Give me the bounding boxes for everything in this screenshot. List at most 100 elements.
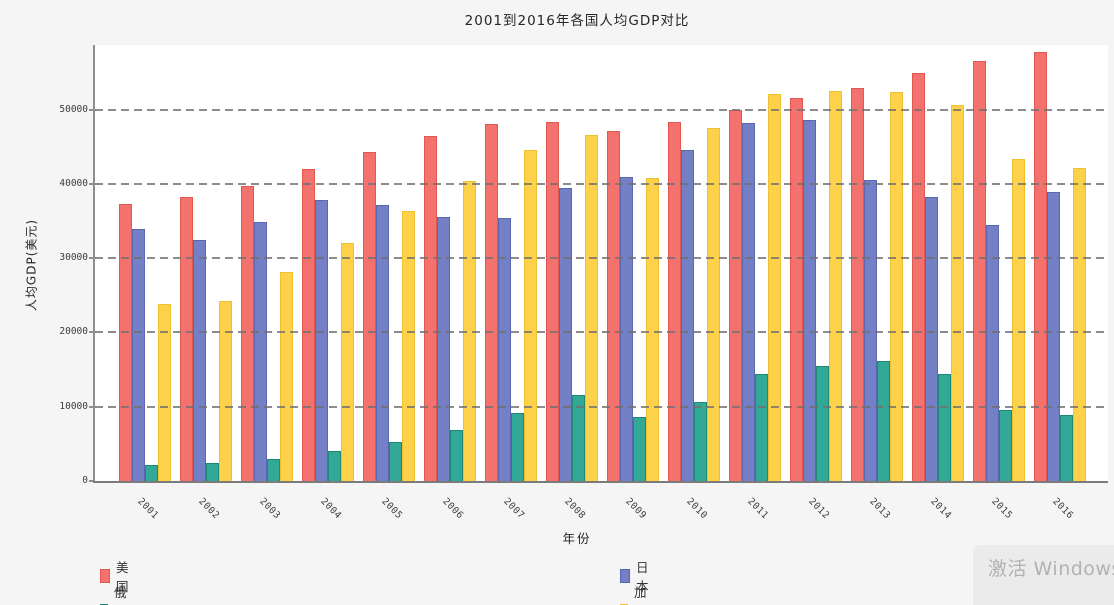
y-tick-label: 20000 (59, 326, 88, 338)
bar-us-2007 (485, 124, 498, 481)
x-tick-label-2014: 2014 (928, 496, 954, 522)
bar-canada-2013 (890, 91, 903, 481)
bar-us-2016 (1034, 52, 1047, 481)
bar-russia-2008 (572, 394, 585, 481)
bar-canada-2014 (951, 105, 964, 481)
bar-russia-2014 (938, 374, 951, 481)
legend-item-russia: 俄罗斯 (100, 582, 133, 605)
bar-us-2014 (912, 73, 925, 481)
bar-japan-2002 (193, 240, 206, 481)
bar-japan-2011 (742, 123, 755, 481)
legend-item-japan: 日本 (620, 557, 653, 595)
y-tick-label: 50000 (59, 103, 88, 115)
y-tick-label: 30000 (59, 252, 88, 264)
x-tick-label-2005: 2005 (379, 496, 405, 522)
bar-japan-2005 (376, 204, 389, 481)
legend-label-russia: 俄罗斯 (113, 585, 127, 605)
bar-russia-2011 (755, 374, 768, 481)
gridline-10000 (95, 405, 1108, 408)
gridline-20000 (95, 331, 1108, 334)
bar-canada-2012 (829, 91, 842, 481)
bar-japan-2014 (925, 197, 938, 481)
y-tick-mark (89, 331, 94, 334)
bar-russia-2004 (328, 450, 341, 481)
gridline-50000 (95, 108, 1108, 111)
bar-us-2006 (424, 135, 437, 481)
bar-russia-2006 (450, 429, 463, 481)
chart-title: 2001到2016年各国人均GDP对比 (464, 13, 690, 29)
bar-russia-2005 (389, 441, 402, 481)
bar-russia-2003 (267, 458, 280, 481)
bar-canada-2002 (219, 301, 232, 481)
bar-japan-2016 (1047, 192, 1060, 481)
x-tick-label-2003: 2003 (257, 496, 283, 522)
bar-japan-2008 (559, 188, 572, 481)
y-tick-label: 0 (82, 475, 88, 486)
bar-russia-2007 (511, 413, 524, 481)
legend-swatch-canada (620, 603, 628, 605)
bar-us-2003 (241, 186, 254, 481)
bar-russia-2009 (633, 417, 646, 481)
bar-japan-2004 (315, 200, 328, 481)
bar-us-2013 (851, 88, 864, 481)
bar-canada-2009 (646, 177, 659, 481)
bar-canada-2015 (1012, 158, 1025, 481)
bar-canada-2011 (768, 94, 781, 481)
bar-japan-2006 (437, 217, 450, 481)
gridline-40000 (95, 182, 1108, 185)
bar-us-2012 (790, 98, 803, 481)
y-tick-label: 40000 (59, 177, 88, 189)
bar-japan-2010 (681, 150, 694, 481)
x-tick-label-2016: 2016 (1050, 496, 1076, 522)
bar-canada-2007 (524, 149, 537, 481)
bar-us-2015 (973, 61, 986, 481)
legend-label-japan: 日本 (635, 560, 649, 594)
bar-us-2009 (607, 131, 620, 481)
x-tick-label-2004: 2004 (318, 496, 344, 522)
x-tick-label-2007: 2007 (501, 496, 527, 522)
x-tick-label-2008: 2008 (562, 496, 588, 522)
x-tick-label-2015: 2015 (989, 496, 1015, 522)
windows-activation-watermark-panel (973, 545, 1114, 605)
bar-us-2011 (729, 110, 742, 481)
x-tick-label-2006: 2006 (440, 496, 466, 522)
y-axis-label: 人均GDP(美元) (24, 218, 39, 312)
bar-canada-2016 (1073, 167, 1086, 481)
x-axis-baseline (93, 481, 1108, 483)
bar-russia-2012 (816, 365, 829, 481)
x-tick-label-2012: 2012 (806, 496, 832, 522)
bar-japan-2015 (986, 224, 999, 481)
x-tick-label-2013: 2013 (867, 496, 893, 522)
bar-us-2005 (363, 151, 376, 481)
bar-japan-2012 (803, 120, 816, 481)
plot-area (93, 45, 1108, 483)
bar-russia-2002 (206, 463, 219, 481)
bar-japan-2009 (620, 177, 633, 481)
bar-us-2001 (119, 203, 132, 481)
bar-japan-2003 (254, 221, 267, 481)
legend-swatch-us (100, 569, 110, 583)
bar-canada-2010 (707, 128, 720, 481)
bar-japan-2001 (132, 229, 145, 481)
y-axis-spine (93, 45, 95, 481)
bar-russia-2015 (999, 409, 1012, 481)
y-tick-mark (89, 480, 94, 482)
bar-canada-2001 (158, 304, 171, 481)
bar-canada-2004 (341, 243, 354, 481)
bar-russia-2016 (1060, 414, 1073, 481)
bar-us-2010 (668, 121, 681, 481)
legend-swatch-japan (620, 569, 630, 583)
y-tick-label: 10000 (59, 400, 88, 412)
legend-item-canada: 加拿大 (620, 582, 653, 605)
bar-canada-2003 (280, 271, 293, 481)
y-tick-mark (89, 405, 94, 408)
bar-us-2008 (546, 121, 559, 481)
legend-item-us: 美国 (100, 557, 133, 595)
bar-russia-2010 (694, 401, 707, 481)
windows-activation-watermark-text: 激活 Windows (988, 558, 1114, 580)
bar-canada-2008 (585, 134, 598, 481)
legend-label-canada: 加拿大 (633, 585, 647, 605)
x-tick-label-2010: 2010 (684, 496, 710, 522)
x-tick-label-2001: 2001 (135, 496, 161, 522)
